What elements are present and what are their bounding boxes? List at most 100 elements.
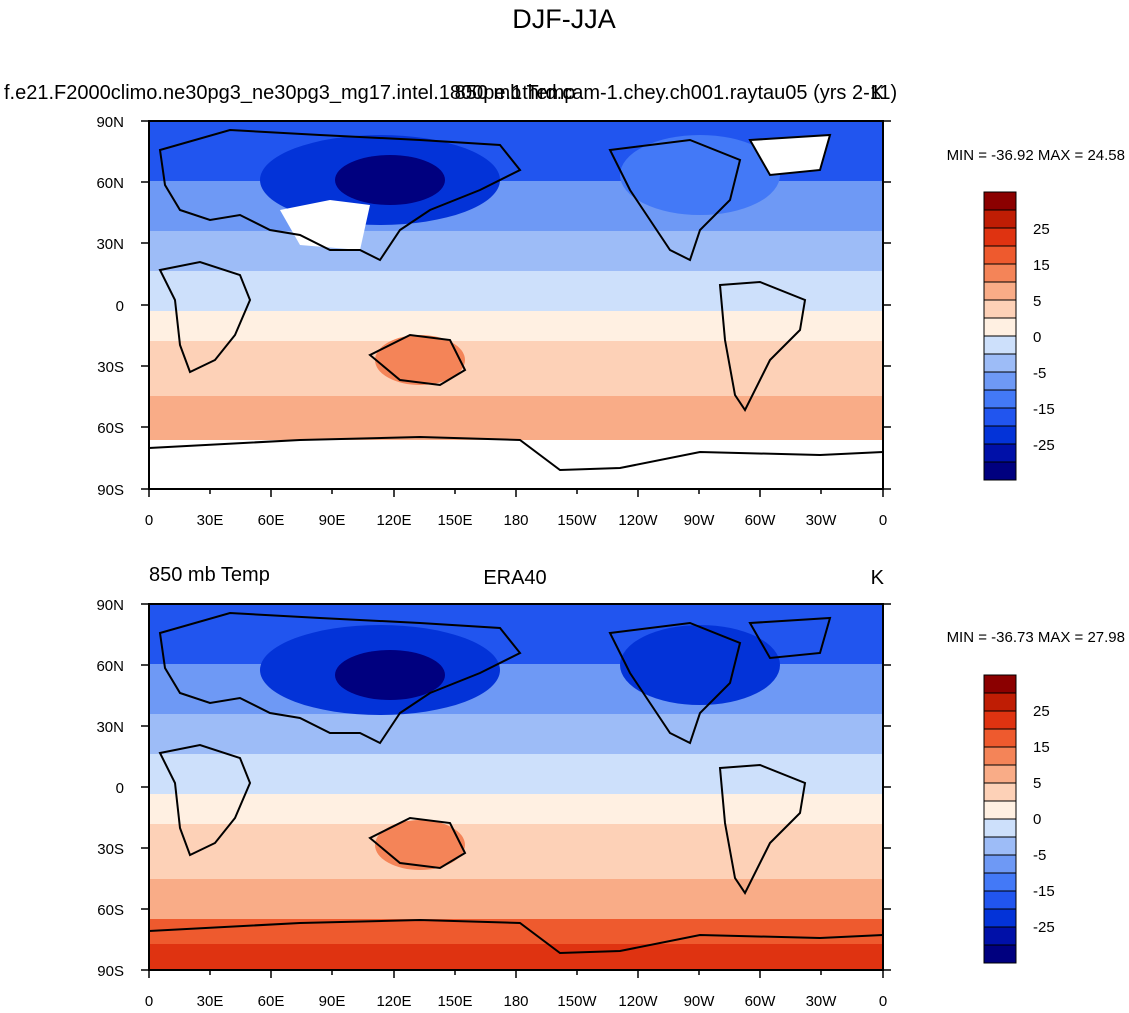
panel-2-lat-label: 90S xyxy=(97,963,124,980)
colorbar-swatch xyxy=(983,800,1017,820)
panel-2-lon-label: 120W xyxy=(618,993,658,1010)
colorbar-swatch xyxy=(983,335,1017,355)
panel-2-australia-warm xyxy=(375,820,465,870)
panel-1-lon-label: 0 xyxy=(145,512,153,529)
panel-2-colorbar xyxy=(983,674,1017,964)
panel-1-lon-label: 30E xyxy=(197,512,224,529)
panel-2-lat-label: 30S xyxy=(97,841,124,858)
panel-2-coastlines xyxy=(148,611,884,955)
colorbar-swatch xyxy=(983,371,1017,391)
colorbar-swatch xyxy=(983,818,1017,838)
panel-1-lon-label: 120W xyxy=(618,512,658,529)
panel-1-map xyxy=(141,120,891,497)
panel-1-band-equator xyxy=(149,271,883,311)
panel-2-lon-label: 120E xyxy=(376,993,411,1010)
colorbar-swatch xyxy=(983,227,1017,247)
colorbar-swatch xyxy=(983,317,1017,337)
colorbar-swatch xyxy=(983,764,1017,784)
panel-1-colorbar-label: 15 xyxy=(1033,257,1050,274)
panel-1-canada-cold xyxy=(620,135,780,215)
panel-2-colorbar-label: -5 xyxy=(1033,847,1046,864)
panel-2-units: K xyxy=(871,567,885,589)
panel-2-lon-label: 90W xyxy=(684,993,716,1010)
colorbar-swatch xyxy=(983,746,1017,766)
panel-1-colorbar-label: -25 xyxy=(1033,437,1055,454)
panel-1-lon-label: 0 xyxy=(879,512,887,529)
panel-1-siberia-core xyxy=(335,155,445,205)
panel-1-band-southtropics xyxy=(149,311,883,341)
colorbar-swatch xyxy=(983,263,1017,283)
panel-1-lon-label: 180 xyxy=(503,512,528,529)
panel-2-ticks xyxy=(141,603,891,978)
colorbar-swatch xyxy=(983,854,1017,874)
panel-1-lat-label: 90S xyxy=(97,482,124,499)
panel-1-lat-label: 30S xyxy=(97,359,124,376)
panel-2-band-antarctica xyxy=(149,944,883,970)
panel-2-colorbar-label: -25 xyxy=(1033,919,1055,936)
panel-2-colorbar-label: 5 xyxy=(1033,775,1041,792)
panel-2-colorbar-label: 25 xyxy=(1033,703,1050,720)
colorbar-swatch xyxy=(983,926,1017,946)
colorbar-swatch xyxy=(983,836,1017,856)
colorbar-swatch xyxy=(983,728,1017,748)
figure-title: DJF-JJA xyxy=(512,4,616,34)
panel-2-lon-label: 150W xyxy=(557,993,597,1010)
panel-1-lon-label: 150E xyxy=(437,512,472,529)
panel-2-lon-label: 30E xyxy=(197,993,224,1010)
panel-1-colorbar-labels: 25 15 5 0 -5 -15 -25 xyxy=(1033,221,1055,454)
colorbar-swatch xyxy=(983,407,1017,427)
panel-2-lat-label: 90N xyxy=(96,597,124,614)
panel-2-left-title: 850 mb Temp xyxy=(149,564,270,586)
panel-1-colorbar xyxy=(983,191,1017,481)
panel-1-center-title: 850 mb Temp xyxy=(455,82,576,104)
panel-1-units: K xyxy=(871,82,885,104)
panel-1-lon-label: 90E xyxy=(319,512,346,529)
panel-2-band-southern-ocean xyxy=(149,879,883,919)
panel-1-left-title: f.e21.F2000climo.ne30pg3_ne30pg3_mg17.in… xyxy=(4,82,897,104)
colorbar-swatch xyxy=(983,281,1017,301)
panel-2-lon-label: 0 xyxy=(879,993,887,1010)
panel-1-australia-warm xyxy=(375,335,465,385)
panel-2-lon-label: 180 xyxy=(503,993,528,1010)
panel-1-greenland-missing xyxy=(750,135,830,175)
colorbar-swatch xyxy=(983,299,1017,319)
panel-2-center-title: ERA40 xyxy=(483,567,546,589)
panel-2-siberia-core xyxy=(335,650,445,700)
panel-2-colorbar-label: 15 xyxy=(1033,739,1050,756)
panel-1-lon-label: 120E xyxy=(376,512,411,529)
panel-2-band-southmid xyxy=(149,824,883,879)
colorbar-swatch xyxy=(983,692,1017,712)
colorbar-swatch xyxy=(983,425,1017,445)
panel-2-lon-label: 60W xyxy=(745,993,777,1010)
panel-2-lon-labels: 0 30E 60E 90E 120E 150E 180 150W 120W 90… xyxy=(145,993,887,1010)
panel-2-lon-label: 60E xyxy=(258,993,285,1010)
panel-2-band-subtropics xyxy=(149,714,883,754)
panel-1-lon-label: 60E xyxy=(258,512,285,529)
panel-2-lat-label: 60N xyxy=(96,658,124,675)
panel-1-lon-label: 60W xyxy=(745,512,777,529)
panel-1-band-subtropics xyxy=(149,231,883,271)
panel-1-min-max: MIN = -36.92 MAX = 24.58 xyxy=(947,147,1125,164)
panel-2-lon-label: 30W xyxy=(806,993,838,1010)
panel-1-lon-label: 90W xyxy=(684,512,716,529)
panel-1-lat-labels: 90N 60N 30N 0 30S 60S 90S xyxy=(96,114,124,499)
panel-1-lon-label: 30W xyxy=(806,512,838,529)
panel-1-antarctica-missing xyxy=(149,440,883,489)
panel-1-colorbar-label: -15 xyxy=(1033,401,1055,418)
panel-1-lat-label: 30N xyxy=(96,236,124,253)
colorbar-swatch xyxy=(983,389,1017,409)
panel-1-lon-label: 150W xyxy=(557,512,597,529)
colorbar-swatch xyxy=(983,191,1017,211)
panel-2-lon-label: 90E xyxy=(319,993,346,1010)
panel-2-band-equator xyxy=(149,754,883,794)
colorbar-swatch xyxy=(983,872,1017,892)
panel-2-colorbar-label: 0 xyxy=(1033,811,1041,828)
panel-1-coastlines xyxy=(148,128,884,472)
panel-1-lat-label: 60S xyxy=(97,420,124,437)
panel-1-colorbar-label: 0 xyxy=(1033,329,1041,346)
panel-2-lat-labels: 90N 60N 30N 0 30S 60S 90S xyxy=(96,597,124,980)
panel-2-band-southtropics xyxy=(149,794,883,824)
panel-1-colorbar-label: -5 xyxy=(1033,365,1046,382)
panel-2-colorbar-label: -15 xyxy=(1033,883,1055,900)
